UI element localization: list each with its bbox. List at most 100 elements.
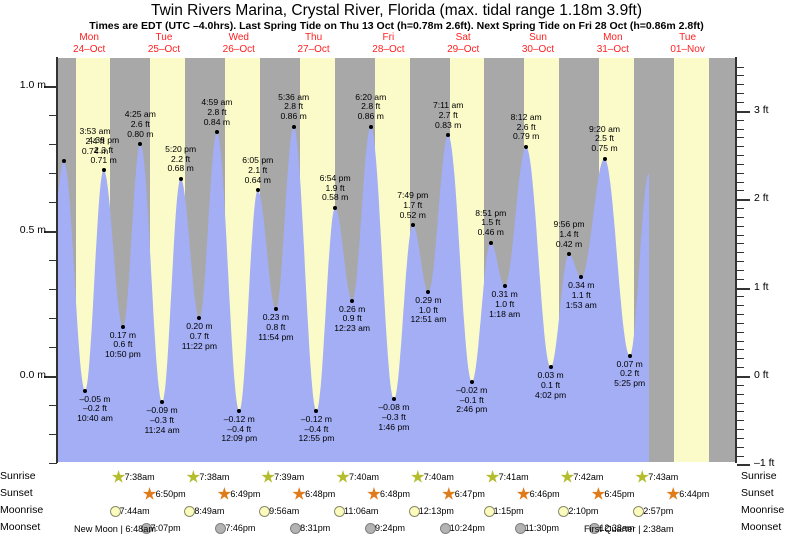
moonrise-circle-icon-shape [558,506,570,517]
y-tick-right [737,287,750,290]
sunrise-time-4: 7:40am [423,472,454,482]
y-tick-right [737,455,744,457]
y-tick-right [737,402,744,404]
annotation-line: 0.71 m [90,154,117,165]
chart-subtitle: Times are EDT (UTC –4.0hrs). Last Spring… [89,20,704,32]
y-tick-left [49,463,57,464]
annotation-line: 5:36 am [278,91,310,102]
sunrise-time-6: 7:42am [573,472,604,482]
tide-annotation-low-13: –0.12 m –0.4 ft 12:55 pm [279,414,353,444]
tide-point-low [350,298,355,303]
moonrise-time-1: 8:49am [194,506,225,516]
sunrise-time-5: 7:41am [498,472,529,482]
sunset-star-icon [591,487,606,501]
day-of-week: Wed [228,32,249,43]
tide-point-high [566,252,571,257]
moonrise-time-7: 2:57pm [643,506,674,516]
annotation-line: 2.6 ft [130,118,150,129]
tide-point-low [426,289,431,294]
annotation-line: 0.2 ft [620,368,640,379]
y-tick-right [737,84,744,86]
y-tick-right [737,393,744,395]
tide-annotation-low-27: 0.34 m 1.1 ft 1:53 am [544,281,618,310]
annotation-line: 0.23 m [262,312,289,323]
tide-point-high [446,133,451,138]
y-tick-left [49,144,57,145]
annotation-line: 7:11 am [432,100,464,111]
annotation-line: –0.12 m [223,413,255,424]
moonrise-circle-icon-shape [408,506,420,517]
day-of-week: Mon [79,32,99,43]
day-of-week: Tue [155,32,173,43]
annotation-line: 5:25 pm [614,378,646,389]
annotation-line: 0.07 m [616,358,643,369]
moonrise-time-2: 9:56am [269,506,300,516]
annotation-line: 1.1 ft [571,290,591,301]
day-header-fri-4: Fri 28–Oct [345,32,431,56]
y-tick-right [737,322,744,324]
annotation-line: –0.02 m [456,384,488,395]
sunset-star-icon-shape [292,487,306,500]
annotation-line: 1:18 am [489,308,521,319]
tide-point-low [579,275,584,280]
annotation-line: 11:54 pm [258,331,294,342]
y-tick-right [737,384,744,386]
tide-point-low [160,400,165,405]
tide-annotation-high-18: 7:49 pm 1.7 ft 0.52 m [376,190,450,220]
sunset-star-icon-shape [516,487,531,500]
annotation-line: 0.1 ft [541,380,561,391]
moonrise-circle-icon [633,506,645,517]
moonrise-circle-icon [408,506,420,517]
sunrise-star-icon-shape [560,470,575,483]
sunset-star-icon [442,487,456,501]
y-tick-right [737,314,744,316]
tide-curve [58,126,649,462]
day-header-sun-6: Sun 30–Oct [495,32,581,56]
moonset-circle-icon [290,523,302,534]
sunset-star-icon-shape [142,487,157,500]
sunset-star-icon-shape [591,487,606,500]
annotation-line: 7:49 pm [397,190,429,201]
annotation-line: 0.79 m [513,131,540,142]
day-header-tue-8: Tue 01–Nov [645,32,731,56]
sunrise-time-7: 7:43am [648,472,679,482]
annotation-line: 0.80 m [127,128,154,139]
y-tick-right [737,464,750,467]
tide-annotation-low-5: –0.09 m –0.3 ft 11:24 am [125,405,199,435]
sunset-row-label: Sunset [0,487,33,499]
annotation-line: 2.5 ft [594,133,615,144]
moonset-circle-icon [364,523,376,534]
moonrise-row-label-right: Moonrise [741,504,785,516]
y-tick-right [737,349,744,351]
y-tick-right [737,278,744,280]
annotation-line: 0.31 m [491,289,518,300]
day-date: 01–Nov [670,44,705,55]
y-tick-right [737,269,744,271]
annotation-line: 2.6 ft [516,121,536,132]
moonset-time-2: 8:31pm [300,523,331,533]
sunrise-star-icon [485,470,500,484]
tide-annotation-low-21: –0.02 m –0.1 ft 2:46 pm [435,384,509,415]
day-date: 30–Oct [521,44,555,55]
y-tick-left [49,173,57,174]
y-tick-right [737,172,744,174]
y-tick-right [737,66,744,68]
sunrise-star-icon-shape [336,470,350,483]
annotation-line: –0.3 ft [381,411,406,422]
annotation-line: 6:54 pm [319,172,351,183]
moonset-circle-icon [589,523,601,534]
y-tick-right [737,358,744,360]
day-header-mon-0: Mon 24–Oct [46,32,132,56]
moonset-circle-icon [439,523,451,534]
y-label-right-0: 3 ft [754,103,769,116]
tide-annotation-high-4: 4:25 am 2.6 ft 0.80 m [103,109,177,139]
annotation-line: 2.2 ft [171,153,191,164]
moonrise-circle-icon [558,506,570,517]
tide-point-high [524,144,529,149]
annotation-line: –0.3 ft [150,414,175,425]
annotation-line: 0.52 m [399,209,426,220]
y-tick-right [737,446,744,448]
moonrise-time-3: 11:06am [343,506,379,516]
annotation-line: 9:56 pm [553,219,585,230]
y-tick-right [737,208,744,210]
